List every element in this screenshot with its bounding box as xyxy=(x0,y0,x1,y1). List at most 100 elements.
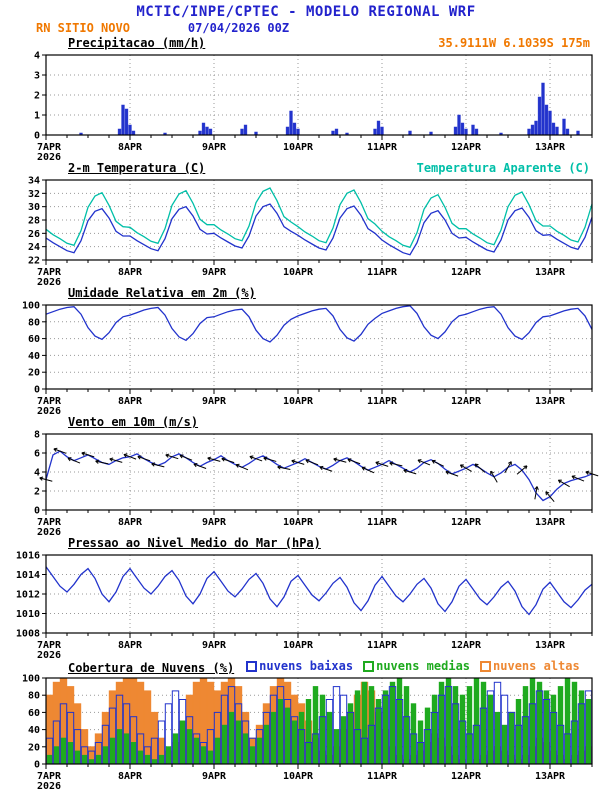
cloud-cover-title: Cobertura de Nuvens (%) xyxy=(68,660,235,675)
svg-text:28: 28 xyxy=(28,216,40,227)
report-header: MCTIC/INPE/CPTEC - MODELO REGIONAL WRF R… xyxy=(0,4,612,36)
wind-chart: 0 2 4 6 8 7APR 2026 8APR 9APR 10APR 11APR 12APR 13AP… xyxy=(2,430,612,538)
svg-text:1014: 1014 xyxy=(16,570,40,581)
svg-text:40: 40 xyxy=(28,351,40,362)
svg-text:9APR: 9APR xyxy=(202,517,227,528)
svg-text:10APR: 10APR xyxy=(283,267,314,278)
svg-text:13APR: 13APR xyxy=(535,771,566,782)
svg-text:2026: 2026 xyxy=(37,781,61,790)
svg-text:0: 0 xyxy=(34,131,40,142)
precipitation-chart: 0 1 2 3 4 7APR 2026 8APR 9APR 10APR 11APR 12APR 13AP… xyxy=(2,51,612,163)
run-info-row: RN SITIO NOVO 07/04/2026 00Z xyxy=(0,21,612,36)
svg-text:8APR: 8APR xyxy=(118,640,143,651)
svg-text:7APR: 7APR xyxy=(37,396,62,407)
svg-text:30: 30 xyxy=(28,202,40,213)
cloud-cover-chart: 0 20 40 60 80 100 7APR 2026 8APR 9APR 10APR 11APR 12… xyxy=(2,674,612,792)
panel-clouds: Cobertura de Nuvens (%) nuvens baixas nuv… xyxy=(0,659,612,792)
nuvens-altas-label: nuvens altas xyxy=(493,659,580,673)
svg-text:11APR: 11APR xyxy=(367,142,398,153)
svg-text:6: 6 xyxy=(34,449,40,460)
svg-text:2026: 2026 xyxy=(37,277,61,286)
pressure-title: Pressao ao Nivel Medio do Mar (hPa) xyxy=(68,536,321,550)
svg-text:4: 4 xyxy=(34,468,40,479)
svg-text:8APR: 8APR xyxy=(118,267,143,278)
svg-text:1010: 1010 xyxy=(16,609,40,620)
humidity-chart: 0 20 40 60 80 100 7APR 2026 8APR 9APR 10APR 11APR 12… xyxy=(2,301,612,417)
svg-text:10APR: 10APR xyxy=(283,640,314,651)
svg-text:9APR: 9APR xyxy=(202,396,227,407)
svg-text:1008: 1008 xyxy=(16,629,40,640)
humidity-title-row: Umidade Relativa em 2m (%) xyxy=(0,286,612,301)
svg-text:22: 22 xyxy=(28,256,40,267)
svg-text:10APR: 10APR xyxy=(283,396,314,407)
svg-text:11APR: 11APR xyxy=(367,517,398,528)
precipitation-title: Precipitacao (mm/h) xyxy=(68,36,206,50)
wind-title: Vento em 10m (m/s) xyxy=(68,415,199,429)
svg-text:9APR: 9APR xyxy=(202,771,227,782)
svg-text:7APR: 7APR xyxy=(37,771,62,782)
svg-text:12APR: 12APR xyxy=(451,640,482,651)
run-datetime: 07/04/2026 00Z xyxy=(187,21,290,35)
svg-text:0: 0 xyxy=(34,385,40,396)
wind-title-row: Vento em 10m (m/s) xyxy=(0,415,612,430)
svg-text:10APR: 10APR xyxy=(283,142,314,153)
svg-text:0: 0 xyxy=(34,760,40,771)
svg-text:2026: 2026 xyxy=(37,650,61,659)
temperature-chart: 22 24 26 28 30 32 34 7APR 2026 8APR 9APR 10APR 11APR… xyxy=(2,176,612,288)
svg-text:12APR: 12APR xyxy=(451,396,482,407)
svg-text:1016: 1016 xyxy=(16,551,40,562)
svg-text:13APR: 13APR xyxy=(535,517,566,528)
svg-text:9APR: 9APR xyxy=(202,142,227,153)
svg-text:0: 0 xyxy=(34,506,40,517)
panel-precipitation: Precipitacao (mm/h) 35.9111W 6.1039S 175… xyxy=(0,36,612,163)
apparent-temperature-label: Temperatura Aparente (C) xyxy=(416,161,590,175)
svg-text:3: 3 xyxy=(34,71,40,82)
svg-text:2026: 2026 xyxy=(37,527,61,536)
svg-text:13APR: 13APR xyxy=(535,267,566,278)
svg-text:24: 24 xyxy=(28,242,40,253)
temperature-title: 2-m Temperatura (C) xyxy=(68,161,206,175)
svg-text:2: 2 xyxy=(34,487,40,498)
svg-text:12APR: 12APR xyxy=(451,267,482,278)
svg-text:34: 34 xyxy=(28,176,40,187)
svg-text:8APR: 8APR xyxy=(118,142,143,153)
svg-text:13APR: 13APR xyxy=(535,142,566,153)
svg-text:2: 2 xyxy=(34,91,40,102)
svg-text:13APR: 13APR xyxy=(535,640,566,651)
nuvens-medias-label: nuvens medias xyxy=(376,659,471,673)
svg-text:40: 40 xyxy=(28,725,40,736)
clouds-title-row: Cobertura de Nuvens (%) nuvens baixas nuv… xyxy=(0,659,612,675)
svg-text:7APR: 7APR xyxy=(37,267,62,278)
svg-text:100: 100 xyxy=(22,301,40,312)
svg-text:11APR: 11APR xyxy=(367,267,398,278)
station-name: RN SITIO NOVO xyxy=(36,21,130,35)
svg-text:13APR: 13APR xyxy=(535,396,566,407)
cloud-legend: nuvens baixas nuvens medias nuvens altas xyxy=(246,659,580,673)
svg-text:7APR: 7APR xyxy=(37,640,62,651)
svg-text:11APR: 11APR xyxy=(367,640,398,651)
svg-text:9APR: 9APR xyxy=(202,267,227,278)
legend-nuvens-baixas: nuvens baixas xyxy=(246,659,353,673)
svg-text:7APR: 7APR xyxy=(37,517,62,528)
svg-text:10APR: 10APR xyxy=(283,517,314,528)
svg-text:9APR: 9APR xyxy=(202,640,227,651)
svg-text:8: 8 xyxy=(34,430,40,441)
svg-text:10APR: 10APR xyxy=(283,771,314,782)
panel-humidity: Umidade Relativa em 2m (%) 0 20 40 60 80 100 7… xyxy=(0,286,612,417)
panel-temperature: 2-m Temperatura (C) Temperatura Aparente… xyxy=(0,161,612,288)
svg-text:100: 100 xyxy=(22,674,40,685)
svg-text:1: 1 xyxy=(34,111,40,122)
svg-text:7APR: 7APR xyxy=(37,142,62,153)
svg-text:12APR: 12APR xyxy=(451,771,482,782)
pressure-chart: 1008 1010 1012 1014 1016 7APR 2026 8APR 9APR 10AP… xyxy=(2,551,612,661)
svg-text:80: 80 xyxy=(28,317,40,328)
nuvens-baixas-label: nuvens baixas xyxy=(259,659,354,673)
svg-text:2026: 2026 xyxy=(37,406,61,415)
panel-wind: Vento em 10m (m/s) 0 2 4 6 8 7APR 2026 8APR 9APR… xyxy=(0,415,612,538)
